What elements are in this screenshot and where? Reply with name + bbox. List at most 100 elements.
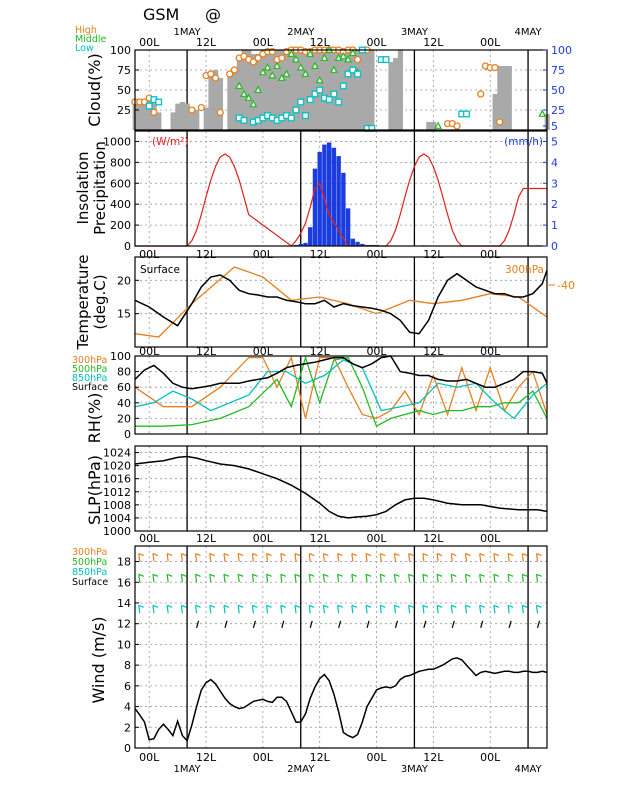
wind-barb — [337, 573, 343, 583]
y-tick-label: 600 — [110, 177, 131, 190]
precip-bar — [345, 208, 351, 246]
wind-barb — [280, 604, 287, 614]
rh-line-300hpa — [134, 355, 548, 420]
wind-barb — [237, 573, 244, 583]
at-symbol: @ — [205, 5, 221, 24]
wind-barb — [436, 552, 443, 562]
cloud-middle-marker — [315, 75, 324, 84]
cloud-low-marker — [316, 86, 324, 94]
cloud-total-bar — [364, 50, 370, 130]
precip-bar — [317, 151, 322, 246]
wind-barb — [294, 552, 301, 562]
precip-unit: (mm/h) — [504, 136, 543, 148]
cloud-total-bar — [146, 98, 152, 130]
cloud-total-bar — [506, 66, 512, 130]
cloud-low-marker — [287, 114, 295, 122]
wind-barb — [365, 604, 372, 614]
wind-barb — [365, 552, 372, 562]
wind-barb — [379, 552, 386, 562]
y-tick-label-right: 75 — [551, 64, 565, 77]
y-tick-label: 15 — [117, 308, 131, 321]
wind-barb — [138, 552, 144, 562]
top-hour-label: 00L — [480, 36, 501, 49]
y-tick-label: 75 — [117, 64, 131, 77]
panel-hour-label: 00L — [366, 345, 387, 358]
wind-barb — [138, 573, 144, 583]
precip-bar — [336, 156, 341, 246]
temperature-300hpa-line — [134, 266, 548, 338]
wind-barb — [479, 604, 485, 614]
y-tick-label-right: 4 — [551, 156, 558, 169]
panel-hour-label: 12L — [310, 345, 331, 358]
cloud-high-marker — [230, 66, 239, 74]
cloud-middle-marker — [244, 93, 253, 101]
cloud-low-marker — [339, 82, 347, 90]
cloud-low-marker — [311, 90, 319, 98]
cloud-total-bar — [369, 50, 375, 130]
wind-barb — [337, 552, 343, 562]
precip-bar — [298, 243, 303, 246]
legend-850hpa: 850hPa — [72, 567, 107, 578]
cloud-total-bar — [355, 50, 361, 130]
upper-level-label: 300hPa — [505, 264, 544, 276]
cloud-low-marker — [354, 70, 362, 78]
y-tick-label: 1012 — [103, 486, 131, 499]
cloud-low-marker — [145, 102, 153, 110]
cloud-high-marker — [249, 58, 258, 66]
wind-barb — [493, 573, 500, 583]
wind-barb — [479, 552, 485, 562]
cloud-total-bar — [288, 50, 295, 130]
bottom-day-label: 4MAY — [514, 764, 542, 775]
cloud-middle-marker — [273, 61, 282, 69]
bottom-day-label: 1MAY — [174, 764, 202, 775]
y-tick-label: 2 — [124, 721, 131, 734]
cloud-total-bar — [260, 50, 266, 130]
panel-hour-label: 00L — [366, 248, 387, 261]
panel-hour-label: 00L — [139, 345, 160, 358]
wind-barb — [194, 604, 201, 614]
wind-barb-surface — [309, 620, 313, 629]
bottom-hour-label: 00L — [253, 751, 274, 764]
wind-barb-surface — [366, 620, 370, 629]
wind-barb-surface — [536, 620, 541, 629]
rh-line-850hpa — [134, 359, 548, 420]
cloud-total-bar — [236, 58, 242, 130]
top-day-label: 2MAY — [287, 27, 315, 38]
wind-barb — [308, 573, 315, 583]
y-tick-label: 400 — [110, 198, 131, 211]
cloud-high-marker — [207, 70, 215, 78]
y-tick-label: 0 — [124, 428, 131, 441]
cloud-total-bar — [326, 50, 332, 130]
wind-barb — [166, 552, 173, 562]
wind-barb — [450, 604, 457, 614]
cloud-low-marker — [463, 110, 470, 118]
wind-barb-surface — [195, 620, 200, 629]
wind-barb — [209, 552, 215, 562]
cloud-high-marker — [226, 70, 234, 78]
cloud-middle-marker — [239, 89, 248, 97]
cloud-middle-marker — [263, 63, 272, 71]
cloud-high-marker — [188, 106, 196, 114]
cloud-total-bar — [137, 102, 143, 130]
wind-barb — [436, 604, 443, 614]
wind-barb — [308, 604, 315, 614]
panel-hour-label: 12L — [310, 248, 331, 261]
wind-barb — [294, 604, 301, 614]
y-tick-label: 0 — [124, 240, 131, 253]
y-tick-label: 100 — [110, 350, 131, 363]
wind-barb — [223, 552, 230, 562]
wind-barb — [408, 552, 414, 562]
wind-barb — [280, 552, 287, 562]
y-tick-label: 10 — [117, 638, 131, 651]
cloud-high-marker — [254, 54, 262, 62]
wind-barb — [393, 573, 400, 583]
wind-barb-surface — [338, 620, 342, 629]
panel-hour-label: 00L — [139, 532, 160, 545]
panel-frame — [134, 355, 548, 435]
precip-bar — [360, 243, 365, 246]
cloud-total-bar — [397, 50, 403, 130]
cloud-total-bar — [284, 50, 290, 130]
cloud-total-bar — [170, 112, 176, 130]
y-tick-label: 1008 — [103, 499, 131, 512]
y-tick-label-right: 1 — [551, 219, 558, 232]
